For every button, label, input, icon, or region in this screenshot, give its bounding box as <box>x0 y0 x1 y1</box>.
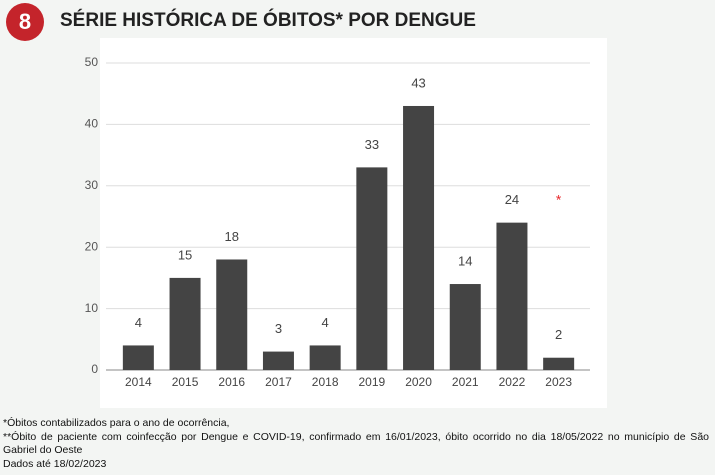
bar <box>496 222 528 370</box>
chart-title: SÉRIE HISTÓRICA DE ÓBITOS* POR DENGUE <box>60 9 476 31</box>
x-tick-label: 2018 <box>312 375 339 389</box>
bar <box>169 277 201 370</box>
footnote: Dados até 18/02/2023 <box>3 457 107 470</box>
y-tick-label: 40 <box>85 117 99 131</box>
y-tick-label: 50 <box>85 55 99 69</box>
x-tick-label: 2014 <box>125 375 152 389</box>
x-tick-label: 2016 <box>218 375 245 389</box>
x-tick-label: 2015 <box>172 375 199 389</box>
data-label: 33 <box>365 137 379 152</box>
bar <box>449 284 481 370</box>
data-label: 43 <box>411 75 425 90</box>
footnotes: *Óbitos contabilizados para o ano de oco… <box>3 417 709 471</box>
x-tick-label: 2021 <box>452 375 479 389</box>
data-label: 3 <box>275 321 282 336</box>
footnote: *Óbitos contabilizados para o ano de oco… <box>3 417 230 429</box>
annotation: * <box>556 192 562 208</box>
footnote: **Óbito de paciente com coinfecção por D… <box>3 430 709 457</box>
data-label: 4 <box>135 315 142 330</box>
bar <box>262 351 294 370</box>
data-label: 18 <box>225 229 239 244</box>
bar <box>122 345 154 370</box>
badge-circle <box>6 3 44 41</box>
y-tick-label: 0 <box>91 362 98 376</box>
bar <box>543 357 575 370</box>
data-label: 24 <box>505 192 519 207</box>
data-label: 14 <box>458 253 472 268</box>
data-label: 2 <box>555 327 562 342</box>
data-label: 4 <box>322 315 329 330</box>
chart: 8 SÉRIE HISTÓRICA DE ÓBITOS* POR DENGUE … <box>6 3 607 408</box>
bar <box>403 105 435 370</box>
x-tick-label: 2022 <box>499 375 526 389</box>
y-tick-label: 10 <box>85 301 99 315</box>
bar <box>309 345 341 370</box>
x-tick-label: 2019 <box>358 375 385 389</box>
x-tick-label: 2023 <box>545 375 572 389</box>
x-tick-label: 2017 <box>265 375 292 389</box>
bar <box>356 167 388 370</box>
badge: 8 <box>19 9 31 34</box>
y-tick-label: 30 <box>85 178 99 192</box>
data-label: 15 <box>178 247 192 262</box>
bar <box>216 259 248 370</box>
y-tick-label: 20 <box>85 239 99 253</box>
x-tick-label: 2020 <box>405 375 432 389</box>
